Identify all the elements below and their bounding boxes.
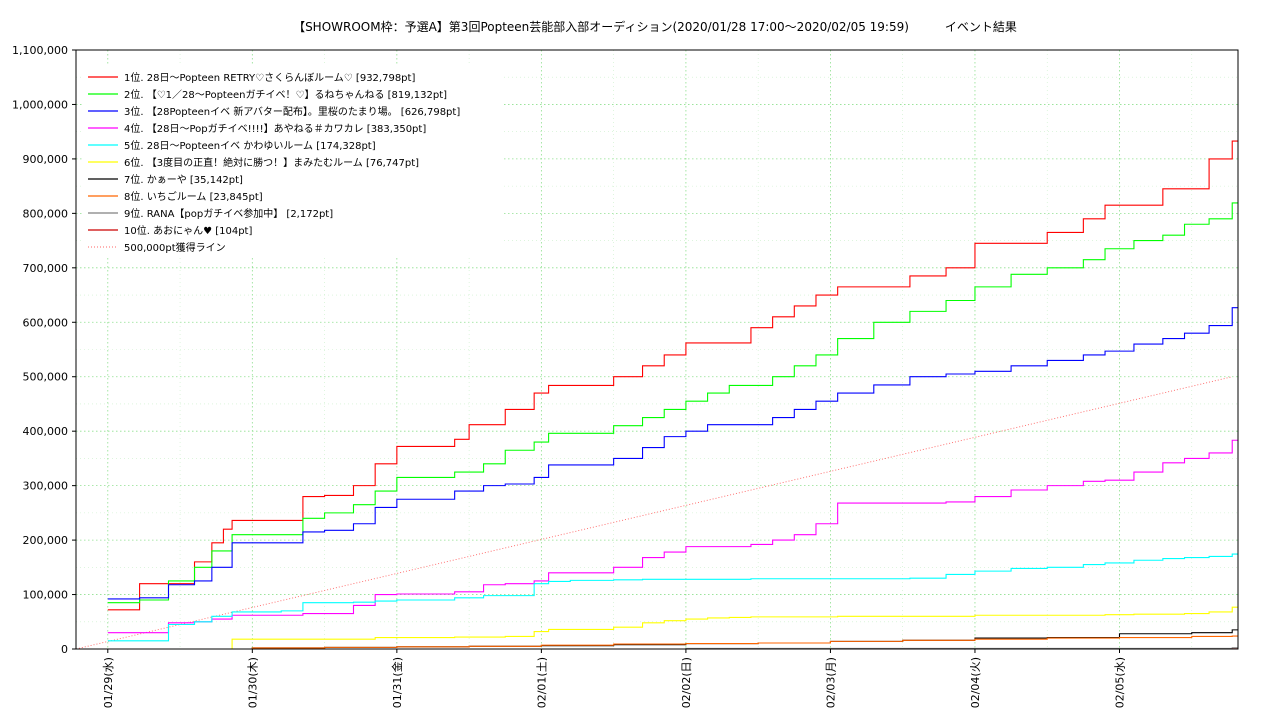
x-tick-label: 02/05(水) — [1113, 657, 1126, 708]
y-tick-label: 200,000 — [23, 534, 69, 547]
plot-frame — [75, 49, 1239, 650]
series-line-2 — [107, 202, 1238, 604]
grid-layer — [76, 49, 1238, 650]
y-tick-label: 1,000,000 — [12, 98, 68, 111]
legend-background — [84, 66, 504, 256]
y-tick-label: 900,000 — [23, 153, 69, 166]
series-line-8 — [107, 635, 1238, 650]
legend-label: 3位. 【28Popteenイベ 新アバター配布】。里桜のたまり場。 [626,… — [124, 105, 460, 118]
x-tick-label: 02/03(月) — [824, 657, 837, 708]
legend-label: 7位. かぁーや [35,142pt] — [124, 173, 243, 186]
series-line-6 — [107, 606, 1238, 650]
x-tick-label: 02/04(火) — [969, 657, 982, 708]
legend-label: 6位. 【3度目の正直！絶対に勝つ！】まみたむルーム [76,747pt] — [124, 156, 419, 169]
y-tick-label: 0 — [61, 643, 68, 656]
x-tick-label: 01/29(水) — [102, 657, 115, 708]
y-tick-label: 800,000 — [23, 207, 69, 220]
x-axis: 01/29(水) 01/30(木) 01/31(金) 02/01(土) 02/02(日)… — [102, 649, 1126, 708]
series-line-3 — [107, 307, 1238, 600]
x-tick-label: 02/01(土) — [535, 657, 548, 708]
series-line-5 — [107, 553, 1238, 642]
series-line-4 — [107, 439, 1238, 634]
legend: 1位. 28日～Popteen RETRY♡さくらんぼルーム♡ [932,798… — [84, 66, 504, 256]
legend-label: 5位. 28日～Popteenイベ かわゆいルーム [174,328pt] — [124, 139, 376, 152]
y-tick-label: 300,000 — [23, 480, 69, 493]
legend-label: 2位. 【♡1／28～Popteenガチイベ！♡】るねちゃんねる [819,13… — [124, 88, 447, 101]
y-axis: 0 100,000 200,000 300,000 400,000 500,000 600,… — [12, 44, 76, 656]
legend-label: 9位. RANA【popガチイベ参加中】 [2,172pt] — [124, 207, 333, 220]
legend-label: 500,000pt獲得ライン — [124, 241, 226, 254]
y-tick-label: 400,000 — [23, 425, 69, 438]
y-tick-label: 600,000 — [23, 316, 69, 329]
legend-label: 10位. あおにゃん♥ [104pt] — [124, 224, 252, 237]
y-tick-label: 100,000 — [23, 589, 69, 602]
x-tick-label: 02/02(日) — [680, 657, 693, 708]
y-tick-label: 500,000 — [23, 371, 69, 384]
x-tick-label: 01/31(金) — [390, 657, 404, 708]
y-tick-label: 700,000 — [23, 262, 69, 275]
legend-label: 8位. いちごルーム [23,845pt] — [124, 190, 263, 203]
legend-label: 1位. 28日～Popteen RETRY♡さくらんぼルーム♡ [932,798… — [124, 71, 415, 84]
legend-label: 4位. 【28日～Popガチイベ!!!!】あやねる＃カワカレ [383,350p… — [124, 122, 426, 135]
series-line-1 — [107, 140, 1238, 611]
y-tick-label: 1,100,000 — [12, 44, 68, 57]
chart-title: 【SHOWROOM枠：予選A】第3回Popteen芸能部入部オーディション(20… — [293, 19, 1017, 34]
x-tick-label: 01/30(木) — [246, 657, 259, 708]
